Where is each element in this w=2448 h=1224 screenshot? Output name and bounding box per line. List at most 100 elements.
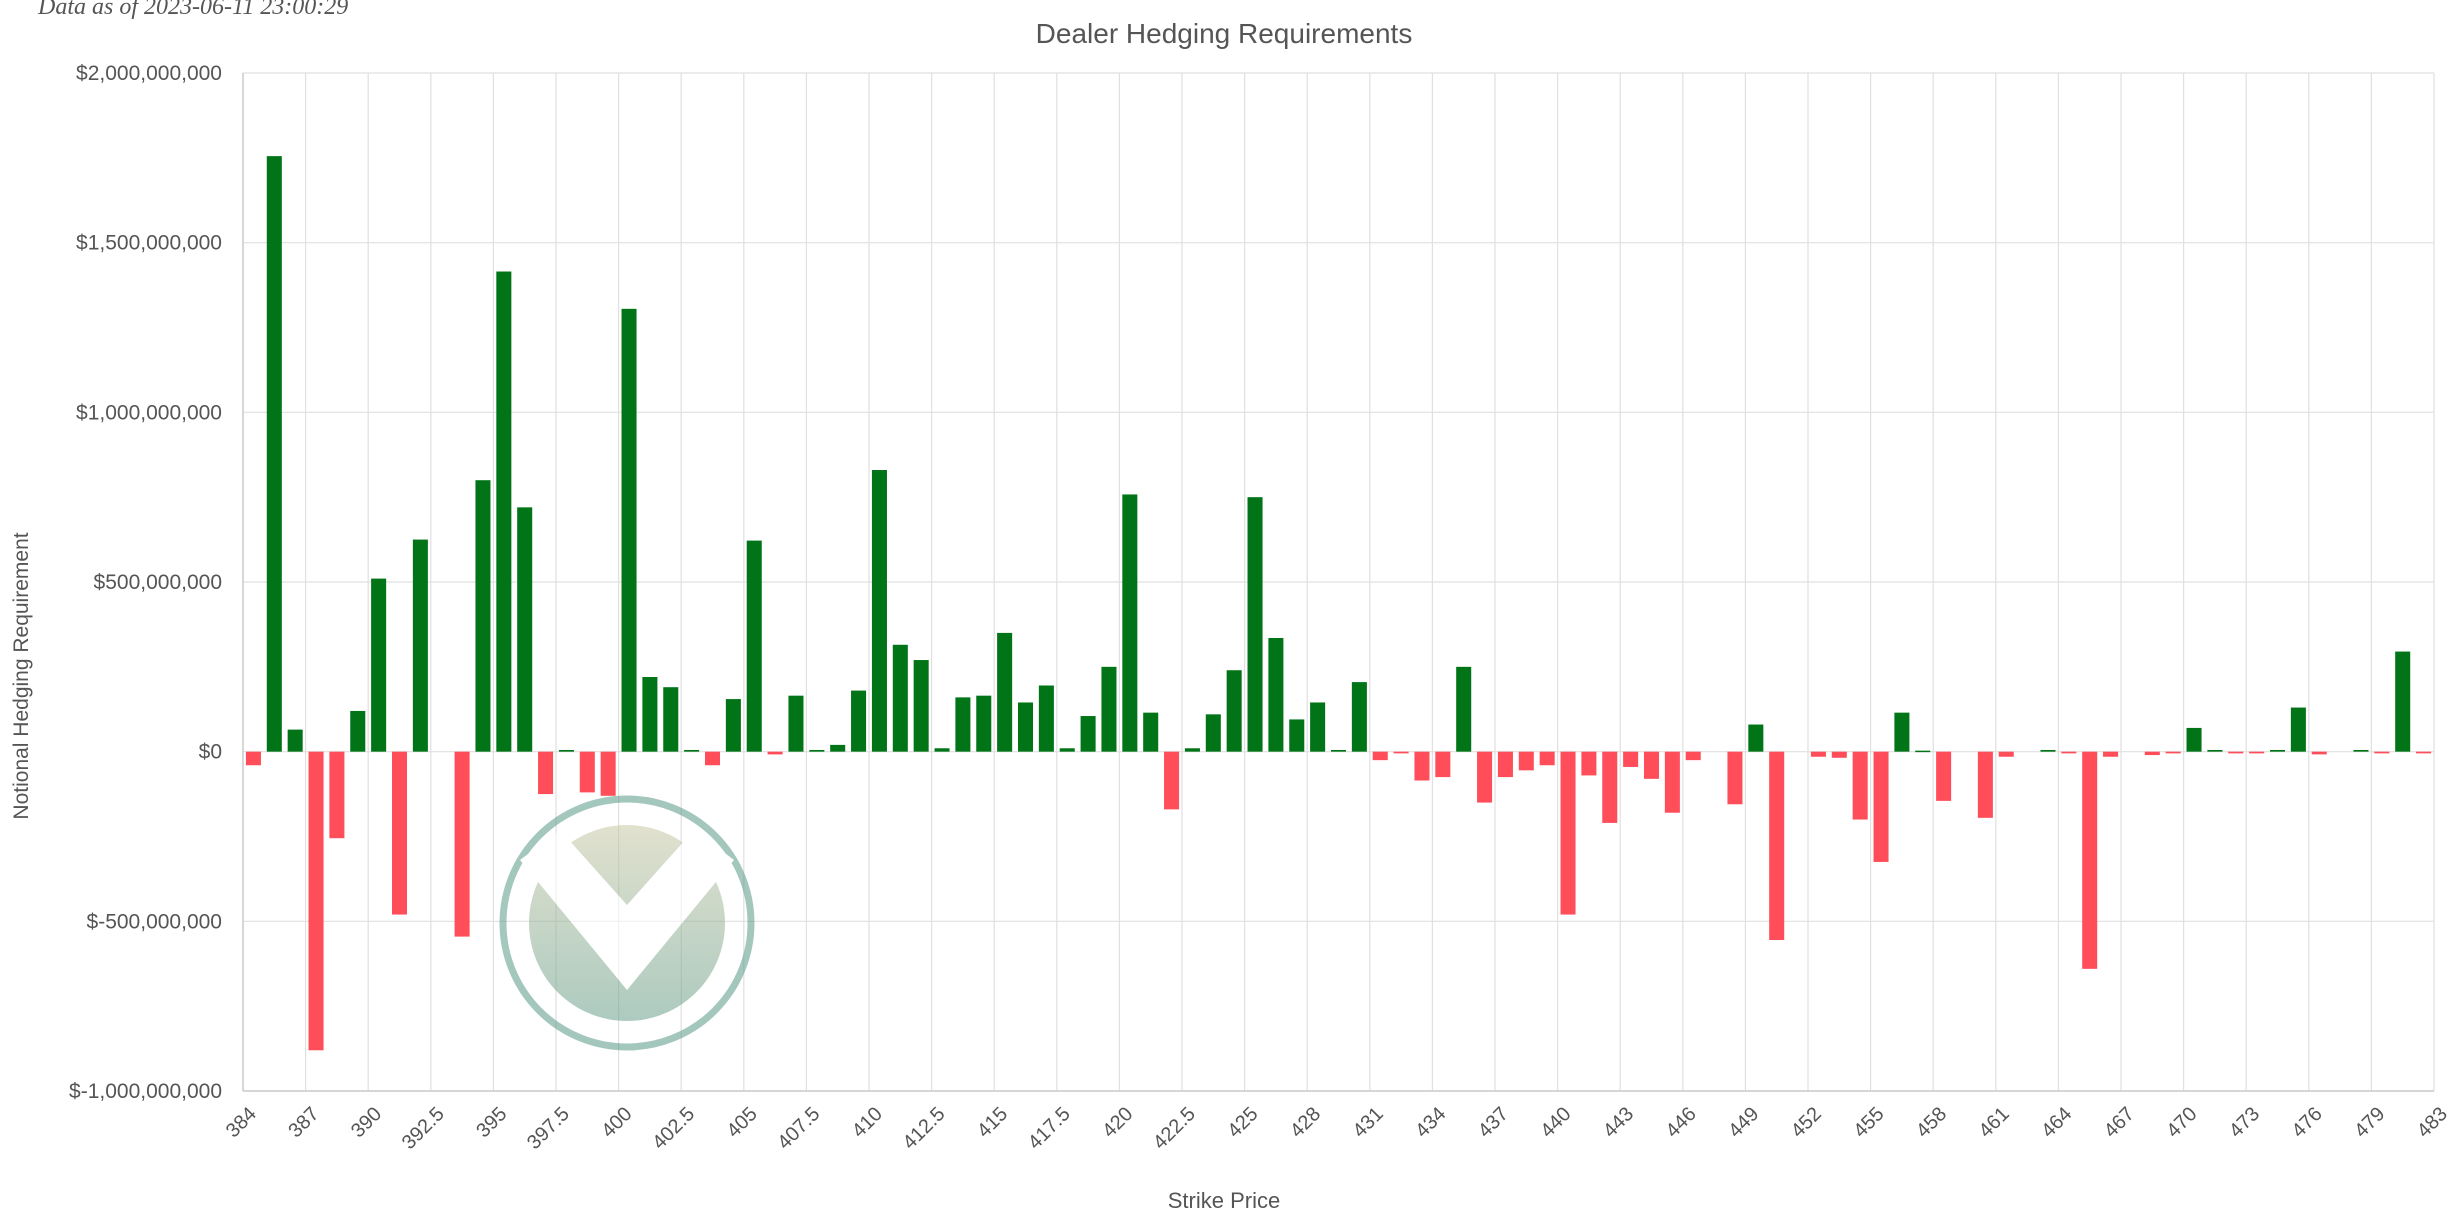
bar[interactable] [934, 748, 950, 752]
bar[interactable] [538, 751, 554, 795]
bar[interactable] [663, 687, 679, 752]
bar[interactable] [2228, 751, 2244, 754]
bar[interactable] [1664, 751, 1680, 813]
bar[interactable] [1101, 666, 1117, 752]
bar[interactable] [2311, 751, 2327, 755]
bar[interactable] [1560, 751, 1576, 915]
bar[interactable] [1310, 702, 1326, 752]
bar[interactable] [2249, 751, 2265, 754]
bar[interactable] [1894, 712, 1910, 752]
bar[interactable] [2103, 751, 2119, 757]
bar[interactable] [1164, 751, 1180, 810]
bar[interactable] [287, 729, 303, 752]
bar[interactable] [1330, 749, 1347, 752]
bar[interactable] [2061, 751, 2077, 754]
bar[interactable] [1184, 748, 1200, 752]
bar[interactable] [1769, 751, 1785, 940]
bar[interactable] [725, 699, 741, 752]
bar[interactable] [704, 751, 721, 766]
bar[interactable] [475, 480, 491, 752]
bar[interactable] [2186, 727, 2202, 752]
bar[interactable] [412, 539, 428, 752]
bar[interactable] [1873, 751, 1889, 862]
bar[interactable] [892, 644, 908, 752]
bar[interactable] [558, 749, 574, 752]
bar[interactable] [579, 751, 595, 793]
bar[interactable] [767, 751, 783, 755]
bar[interactable] [1936, 751, 1952, 801]
bar[interactable] [2269, 749, 2286, 752]
bar[interactable] [1581, 751, 1597, 776]
bar[interactable] [1372, 751, 1388, 761]
bar[interactable] [371, 578, 387, 752]
bar[interactable] [2374, 751, 2390, 754]
bar[interactable] [1998, 751, 2014, 757]
bar[interactable] [391, 751, 408, 915]
bar[interactable] [1393, 751, 1409, 754]
bar[interactable] [245, 751, 261, 766]
bar[interactable] [1852, 751, 1868, 820]
bar[interactable] [1351, 682, 1367, 752]
y-tick-label: $1,000,000,000 [76, 401, 222, 424]
bar[interactable] [1977, 751, 1993, 818]
bar[interactable] [1497, 751, 1513, 778]
bar[interactable] [1539, 751, 1555, 766]
bar[interactable] [913, 660, 929, 752]
bar[interactable] [2040, 749, 2056, 752]
bar[interactable] [1915, 750, 1931, 753]
bar[interactable] [1810, 751, 1826, 757]
bar[interactable] [2207, 749, 2223, 752]
bar[interactable] [684, 749, 700, 752]
bar[interactable] [2290, 707, 2306, 752]
bar[interactable] [1038, 685, 1054, 752]
bar[interactable] [2144, 751, 2160, 756]
bar[interactable] [1143, 712, 1159, 752]
bar[interactable] [955, 697, 971, 752]
bar[interactable] [2416, 751, 2432, 754]
bar[interactable] [1247, 497, 1263, 752]
bar[interactable] [1477, 751, 1493, 803]
bar[interactable] [871, 470, 887, 752]
bar[interactable] [1727, 751, 1743, 805]
bar[interactable] [1456, 666, 1472, 752]
bar[interactable] [1685, 751, 1701, 761]
bar[interactable] [1435, 751, 1451, 778]
bar[interactable] [1623, 751, 1639, 767]
bar[interactable] [308, 751, 324, 1051]
bar[interactable] [1643, 751, 1660, 779]
bar[interactable] [1831, 751, 1847, 758]
bar[interactable] [1748, 724, 1764, 752]
bar[interactable] [642, 677, 658, 752]
bar[interactable] [329, 751, 345, 839]
bar[interactable] [997, 632, 1013, 752]
bar[interactable] [350, 710, 366, 752]
bar[interactable] [851, 690, 867, 752]
bar[interactable] [2165, 751, 2181, 754]
bar[interactable] [496, 271, 512, 752]
bar[interactable] [2082, 751, 2098, 969]
bar[interactable] [2353, 749, 2369, 752]
bar[interactable] [1268, 637, 1284, 752]
bar[interactable] [1414, 751, 1430, 781]
bar[interactable] [1205, 714, 1221, 752]
bar[interactable] [517, 507, 533, 752]
bar[interactable] [1059, 748, 1075, 752]
bar[interactable] [454, 751, 470, 937]
bar[interactable] [1289, 719, 1305, 752]
bar[interactable] [1017, 702, 1034, 752]
chart-title: Dealer Hedging Requirements [1035, 18, 1413, 49]
bar[interactable] [830, 744, 846, 752]
bar[interactable] [600, 751, 616, 796]
bar[interactable] [1518, 751, 1534, 771]
bar[interactable] [746, 540, 762, 752]
bar[interactable] [788, 695, 804, 752]
bar[interactable] [1080, 716, 1096, 752]
bar[interactable] [266, 156, 282, 752]
bar[interactable] [809, 749, 825, 752]
bar[interactable] [1602, 751, 1618, 823]
bar[interactable] [976, 695, 992, 752]
bar[interactable] [2395, 651, 2411, 752]
bar[interactable] [1122, 494, 1138, 752]
bar[interactable] [1226, 670, 1242, 752]
bar[interactable] [621, 308, 637, 752]
